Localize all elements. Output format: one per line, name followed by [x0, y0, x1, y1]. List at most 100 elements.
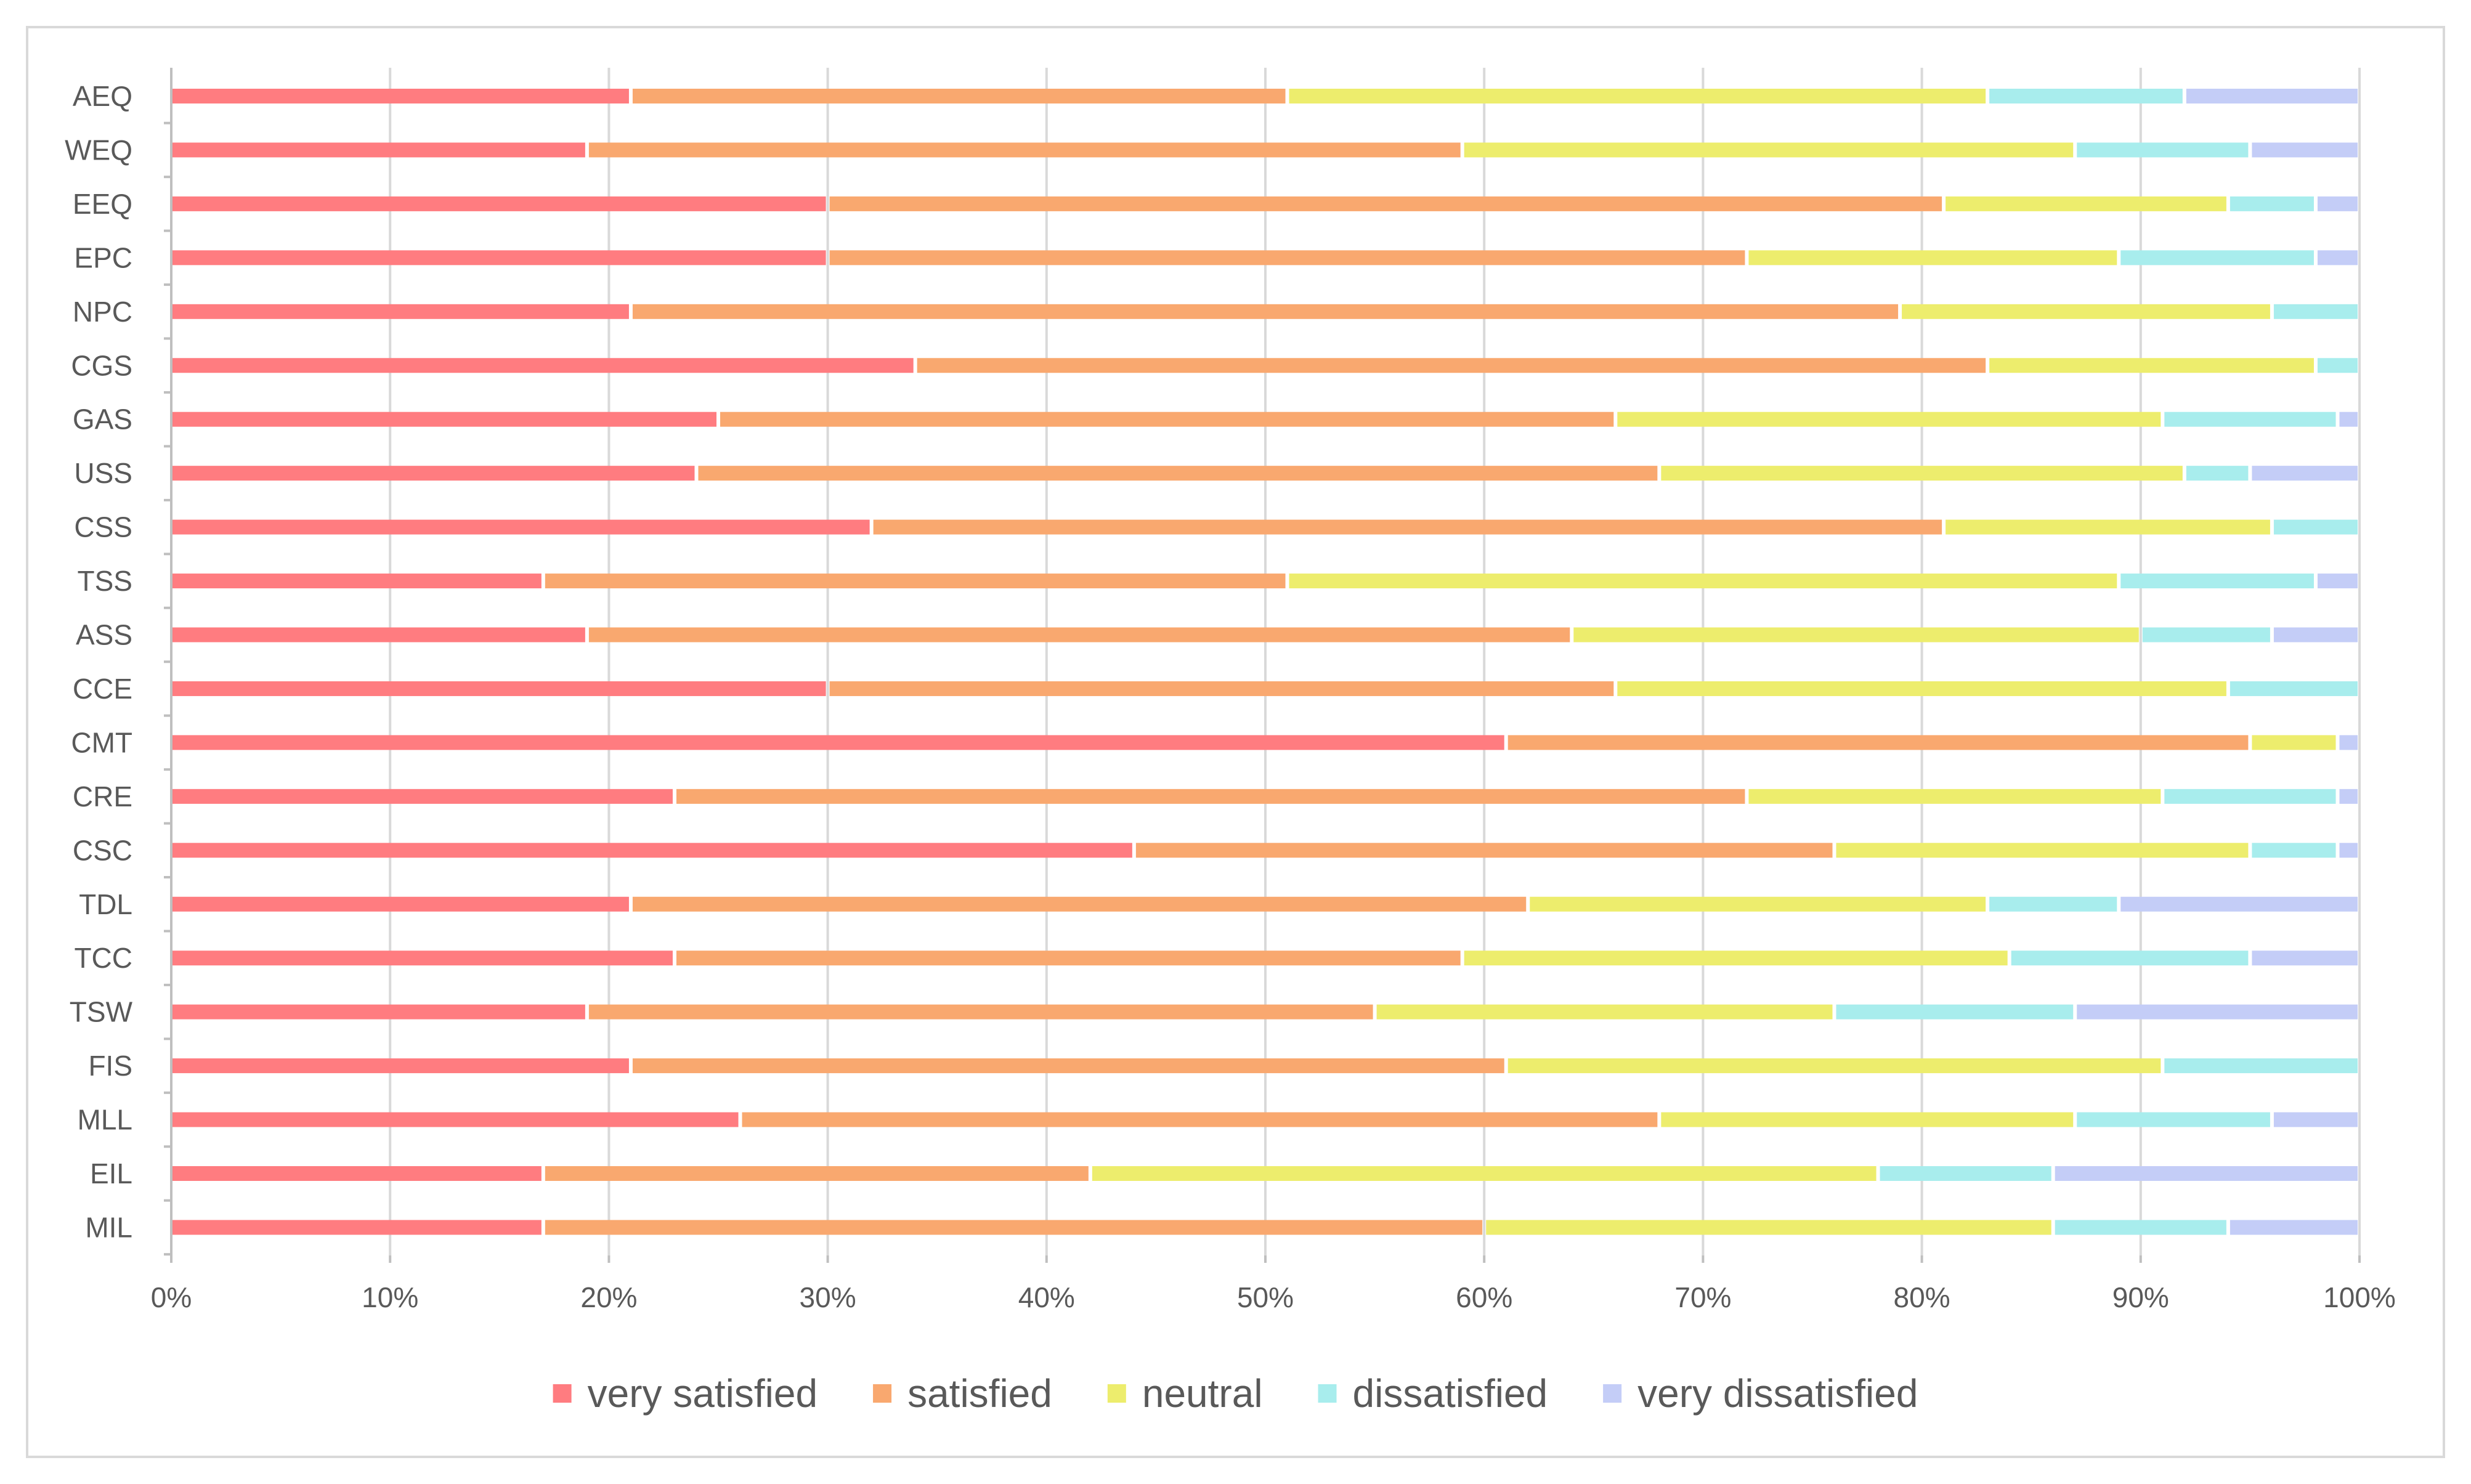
bar-aeq-neutral	[1289, 89, 1986, 103]
category-label-mil: MIL	[85, 1211, 132, 1243]
bar-cre-neutral	[1748, 789, 2161, 804]
bar-epc-very-satisfied	[171, 250, 826, 266]
bar-aeq-dissatisfied	[1989, 89, 2183, 103]
category-label-npc: NPC	[73, 296, 132, 328]
bar-cgs-very-satisfied	[171, 358, 914, 373]
category-label-cgs: CGS	[71, 349, 132, 381]
bar-cmt-satisfied	[1507, 735, 2249, 750]
category-label-eeq: EEQ	[73, 188, 132, 220]
legend-label-very-satisfied: very satisfied	[588, 1371, 818, 1416]
bar-npc-neutral	[1902, 304, 2270, 319]
bar-mll-very-dissatisfied	[2273, 1112, 2358, 1127]
bar-epc-neutral	[1748, 250, 2117, 266]
bar-csc-very-dissatisfied	[2339, 843, 2358, 858]
bar-tsw-very-satisfied	[171, 1004, 585, 1020]
bar-fis-very-satisfied	[171, 1058, 629, 1074]
bar-cmt-neutral	[2252, 735, 2336, 750]
bar-cgs-satisfied	[917, 358, 1986, 373]
category-label-csc: CSC	[73, 834, 132, 866]
stacked-bar-chart: AEQ WEQ EEQ EPC NPC CGS GAS USS CSS TSS ASS CCE CMT C…	[65, 68, 2396, 1416]
bar-eil-satisfied	[545, 1166, 1089, 1181]
bar-ass-dissatisfied	[2142, 627, 2270, 643]
bar-csc-satisfied	[1135, 843, 1833, 858]
bar-gas-neutral	[1617, 412, 2161, 427]
bar-eil-very-satisfied	[171, 1166, 542, 1181]
bar-tsw-satisfied	[588, 1004, 1373, 1020]
bar-mll-dissatisfied	[2077, 1112, 2270, 1127]
bar-weq-satisfied	[588, 142, 1461, 158]
bar-tcc-neutral	[1464, 951, 2008, 966]
bar-weq-dissatisfied	[2077, 142, 2249, 158]
chart-frame: AEQ WEQ EEQ EPC NPC CGS GAS USS CSS TSS ASS CCE CMT C…	[26, 26, 2445, 1458]
legend-label-satisfied: satisfied	[907, 1371, 1052, 1416]
category-label-cmt: CMT	[71, 726, 132, 758]
bar-tsw-very-dissatisfied	[2077, 1004, 2358, 1020]
bar-epc-satisfied	[829, 250, 1745, 266]
bar-weq-very-satisfied	[171, 142, 585, 158]
bar-cre-satisfied	[676, 789, 1745, 804]
bar-epc-dissatisfied	[2120, 250, 2314, 266]
bar-tdl-dissatisfied	[1989, 896, 2117, 912]
bar-tcc-satisfied	[676, 951, 1461, 966]
bar-eil-dissatisfied	[1880, 1166, 2051, 1181]
category-label-cre: CRE	[73, 781, 132, 813]
bar-tcc-very-dissatisfied	[2252, 951, 2358, 966]
bar-css-very-satisfied	[171, 519, 870, 535]
bar-eeq-very-dissatisfied	[2317, 196, 2358, 211]
bar-fis-neutral	[1507, 1058, 2161, 1074]
bar-npc-satisfied	[632, 304, 1899, 319]
bar-uss-very-satisfied	[171, 466, 695, 481]
legend-swatch-satisfied	[873, 1384, 892, 1403]
bar-csc-neutral	[1836, 843, 2249, 858]
bar-ass-very-satisfied	[171, 627, 585, 643]
bar-cce-dissatisfied	[2230, 681, 2358, 696]
category-label-uss: USS	[74, 457, 132, 489]
bar-mil-dissatisfied	[2055, 1220, 2226, 1235]
bar-fis-dissatisfied	[2164, 1058, 2358, 1074]
x-tick-label-6: 60%	[1456, 1281, 1512, 1313]
bar-css-satisfied	[873, 519, 1942, 535]
bar-tdl-satisfied	[632, 896, 1527, 912]
bar-tcc-very-satisfied	[171, 951, 673, 966]
bar-eil-very-dissatisfied	[2055, 1166, 2358, 1181]
bar-tcc-dissatisfied	[2011, 951, 2249, 966]
legend-swatch-very-dissatisfied	[1603, 1384, 1622, 1403]
x-tick-label-7: 70%	[1674, 1281, 1731, 1313]
category-labels: AEQ WEQ EEQ EPC NPC CGS GAS USS CSS TSS ASS CCE CMT C…	[65, 80, 132, 1243]
legend-swatch-neutral	[1107, 1384, 1126, 1403]
bar-gas-very-satisfied	[171, 412, 716, 427]
category-label-css: CSS	[74, 511, 132, 543]
bar-eeq-very-satisfied	[171, 196, 826, 211]
bar-ass-neutral	[1573, 627, 2139, 643]
bar-aeq-very-satisfied	[171, 89, 629, 103]
bar-uss-neutral	[1661, 466, 2183, 481]
bar-cmt-very-dissatisfied	[2339, 735, 2358, 750]
bar-mll-very-satisfied	[171, 1112, 739, 1127]
bar-tss-neutral	[1289, 574, 2117, 589]
bar-mil-very-dissatisfied	[2230, 1220, 2358, 1235]
legend-label-very-dissatisfied: very dissatisfied	[1637, 1371, 1918, 1416]
bars	[171, 89, 2358, 1235]
category-label-weq: WEQ	[65, 134, 132, 166]
bar-tss-very-satisfied	[171, 574, 542, 589]
category-label-epc: EPC	[74, 241, 132, 274]
bar-css-dissatisfied	[2273, 519, 2358, 535]
bar-tdl-very-dissatisfied	[2120, 896, 2358, 912]
category-label-tcc: TCC	[74, 942, 132, 974]
category-label-tss: TSS	[78, 565, 132, 597]
x-tick-label-2: 20%	[580, 1281, 637, 1313]
legend-label-neutral: neutral	[1142, 1371, 1263, 1416]
bar-npc-very-satisfied	[171, 304, 629, 319]
x-tick-label-5: 50%	[1237, 1281, 1294, 1313]
bar-eil-neutral	[1092, 1166, 1877, 1181]
x-tick-label-3: 30%	[800, 1281, 856, 1313]
legend: very satisfied satisfied neutral dissatisfi…	[553, 1371, 1918, 1416]
bar-cgs-neutral	[1989, 358, 2314, 373]
x-tick-label-0: 0%	[151, 1281, 192, 1313]
axes	[164, 68, 2361, 1263]
bar-csc-very-satisfied	[171, 843, 1132, 858]
bar-ass-satisfied	[588, 627, 1570, 643]
category-label-fis: FIS	[88, 1050, 132, 1082]
bar-cce-satisfied	[829, 681, 1614, 696]
bar-weq-very-dissatisfied	[2252, 142, 2358, 158]
